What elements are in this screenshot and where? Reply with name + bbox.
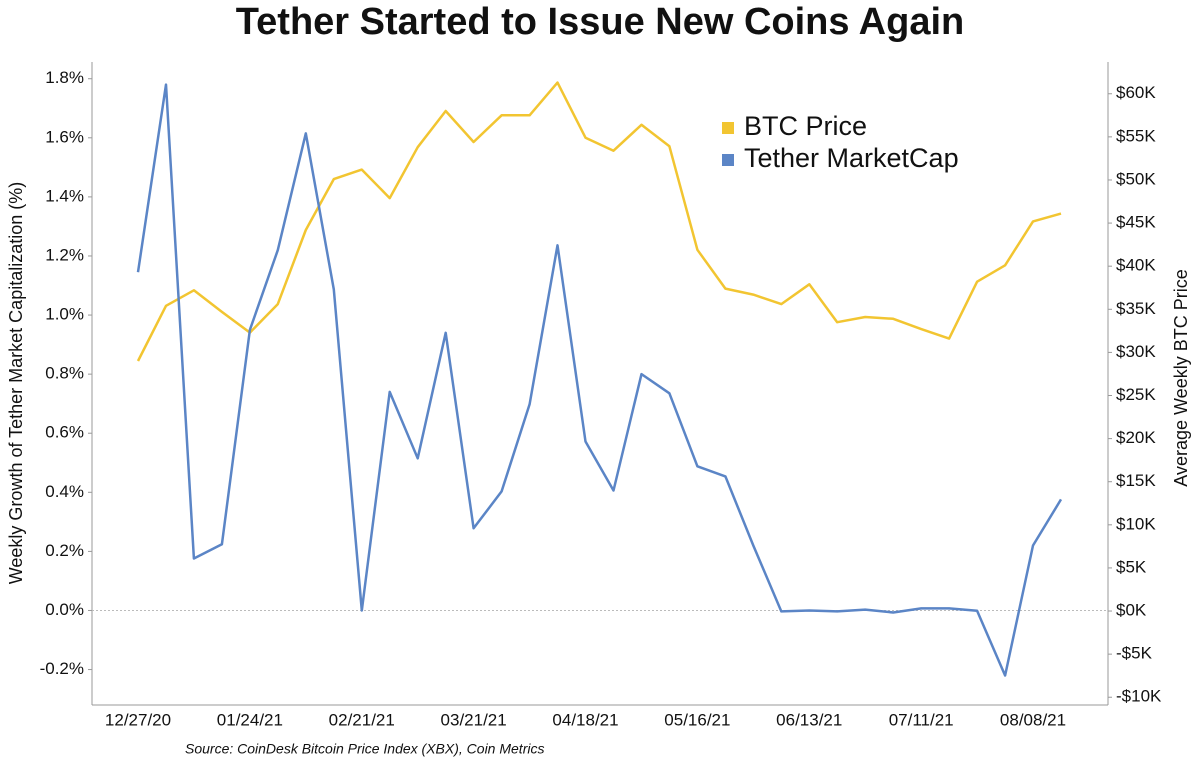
x-tick-label: 01/24/21 [217, 710, 283, 729]
y2-tick-label: $5K [1116, 557, 1147, 576]
x-tick-label: 06/13/21 [776, 710, 842, 729]
y2-axis-title: Average Weekly BTC Price [1171, 269, 1191, 486]
x-tick-label: 12/27/20 [105, 710, 171, 729]
y-tick-label: 0.6% [45, 423, 84, 442]
x-tick-label: 07/11/21 [889, 710, 954, 729]
legend-label: Tether MarketCap [744, 143, 959, 173]
legend-label: BTC Price [744, 111, 867, 141]
y2-tick-label: $0K [1116, 601, 1147, 620]
x-tick-label: 08/08/21 [1000, 710, 1066, 729]
y2-tick-label: -$10K [1116, 687, 1162, 706]
series-line [136, 81, 1062, 362]
y-tick-label: 1.8% [45, 68, 84, 87]
legend-swatch [722, 122, 734, 134]
source-note: Source: CoinDesk Bitcoin Price Index (XB… [185, 741, 544, 757]
y2-tick-label: -$5K [1116, 644, 1153, 663]
y-tick-label: -0.2% [40, 659, 84, 678]
x-tick-label: 05/16/21 [664, 710, 730, 729]
y2-tick-label: $10K [1116, 514, 1156, 533]
chart-title: Tether Started to Issue New Coins Again [236, 1, 964, 43]
legend-swatch [722, 154, 734, 166]
y2-tick-label: $50K [1116, 169, 1156, 188]
y2-tick-label: $15K [1116, 471, 1156, 490]
y-tick-label: 1.0% [45, 305, 84, 324]
y-tick-label: 0.8% [45, 364, 84, 383]
y2-tick-label: $35K [1116, 299, 1156, 318]
y2-tick-label: $25K [1116, 385, 1156, 404]
y2-tick-label: $55K [1116, 126, 1156, 145]
y-tick-label: 1.4% [45, 186, 84, 205]
y2-tick-label: $45K [1116, 213, 1156, 232]
y-tick-label: 1.2% [45, 245, 84, 264]
y2-tick-label: $20K [1116, 428, 1156, 447]
series-line [136, 83, 1063, 677]
y-tick-label: 0.2% [45, 541, 84, 560]
y-tick-label: 1.6% [45, 127, 84, 146]
x-tick-label: 02/21/21 [329, 710, 395, 729]
x-tick-label: 03/21/21 [441, 710, 507, 729]
x-tick-label: 04/18/21 [552, 710, 618, 729]
y2-tick-label: $60K [1116, 83, 1156, 102]
y2-tick-label: $30K [1116, 342, 1156, 361]
y-tick-label: 0.0% [45, 600, 84, 619]
y-tick-label: 0.4% [45, 482, 84, 501]
y2-tick-label: $40K [1116, 256, 1156, 275]
y-axis-title: Weekly Growth of Tether Market Capitaliz… [6, 182, 26, 585]
